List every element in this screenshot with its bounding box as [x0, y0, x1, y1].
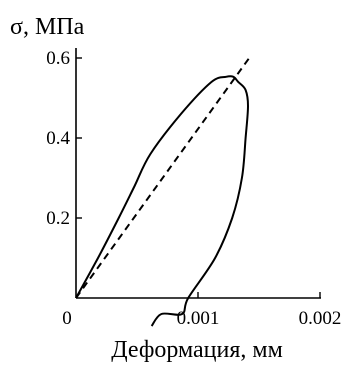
y-tick-label: 0.4 [46, 128, 70, 149]
y-axis-label: σ, МПа [10, 14, 85, 40]
x-tick-label: 0.001 [177, 308, 220, 329]
x-tick-label: 0 [62, 308, 72, 329]
y-tick-label: 0.2 [46, 208, 70, 229]
hysteresis-curve [75, 75, 249, 327]
x-axis-label: Деформация, мм [111, 337, 283, 363]
y-tick-label: 0.6 [46, 48, 70, 69]
dashed-reference-line [75, 57, 251, 299]
x-tick-label: 0.002 [299, 308, 342, 329]
